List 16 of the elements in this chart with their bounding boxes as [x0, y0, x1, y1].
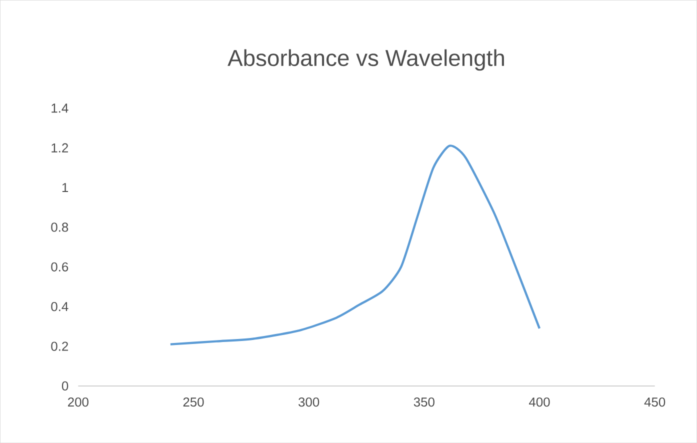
y-tick-label: 0.4 [51, 302, 68, 312]
y-tick-label: 0.6 [51, 262, 68, 272]
x-tick-label: 400 [528, 397, 550, 407]
y-tick-label: 1.4 [52, 104, 68, 113]
line-series [169, 144, 541, 346]
x-tick-label: 300 [298, 397, 320, 407]
chart-title: Absorbance vs Wavelength [228, 49, 504, 71]
y-tick-label: 1.2 [52, 143, 68, 152]
x-tick-label: 350 [414, 397, 434, 407]
y-tick-label: 0.2 [51, 342, 68, 351]
x-tick-label: 450 [644, 397, 666, 407]
x-tick-label: 200 [68, 397, 88, 407]
x-tick-label: 250 [183, 397, 204, 407]
y-tick-label: 0.8 [51, 222, 68, 232]
y-tick-label: 0 [62, 381, 68, 390]
y-tick-label: 1 [62, 183, 68, 192]
